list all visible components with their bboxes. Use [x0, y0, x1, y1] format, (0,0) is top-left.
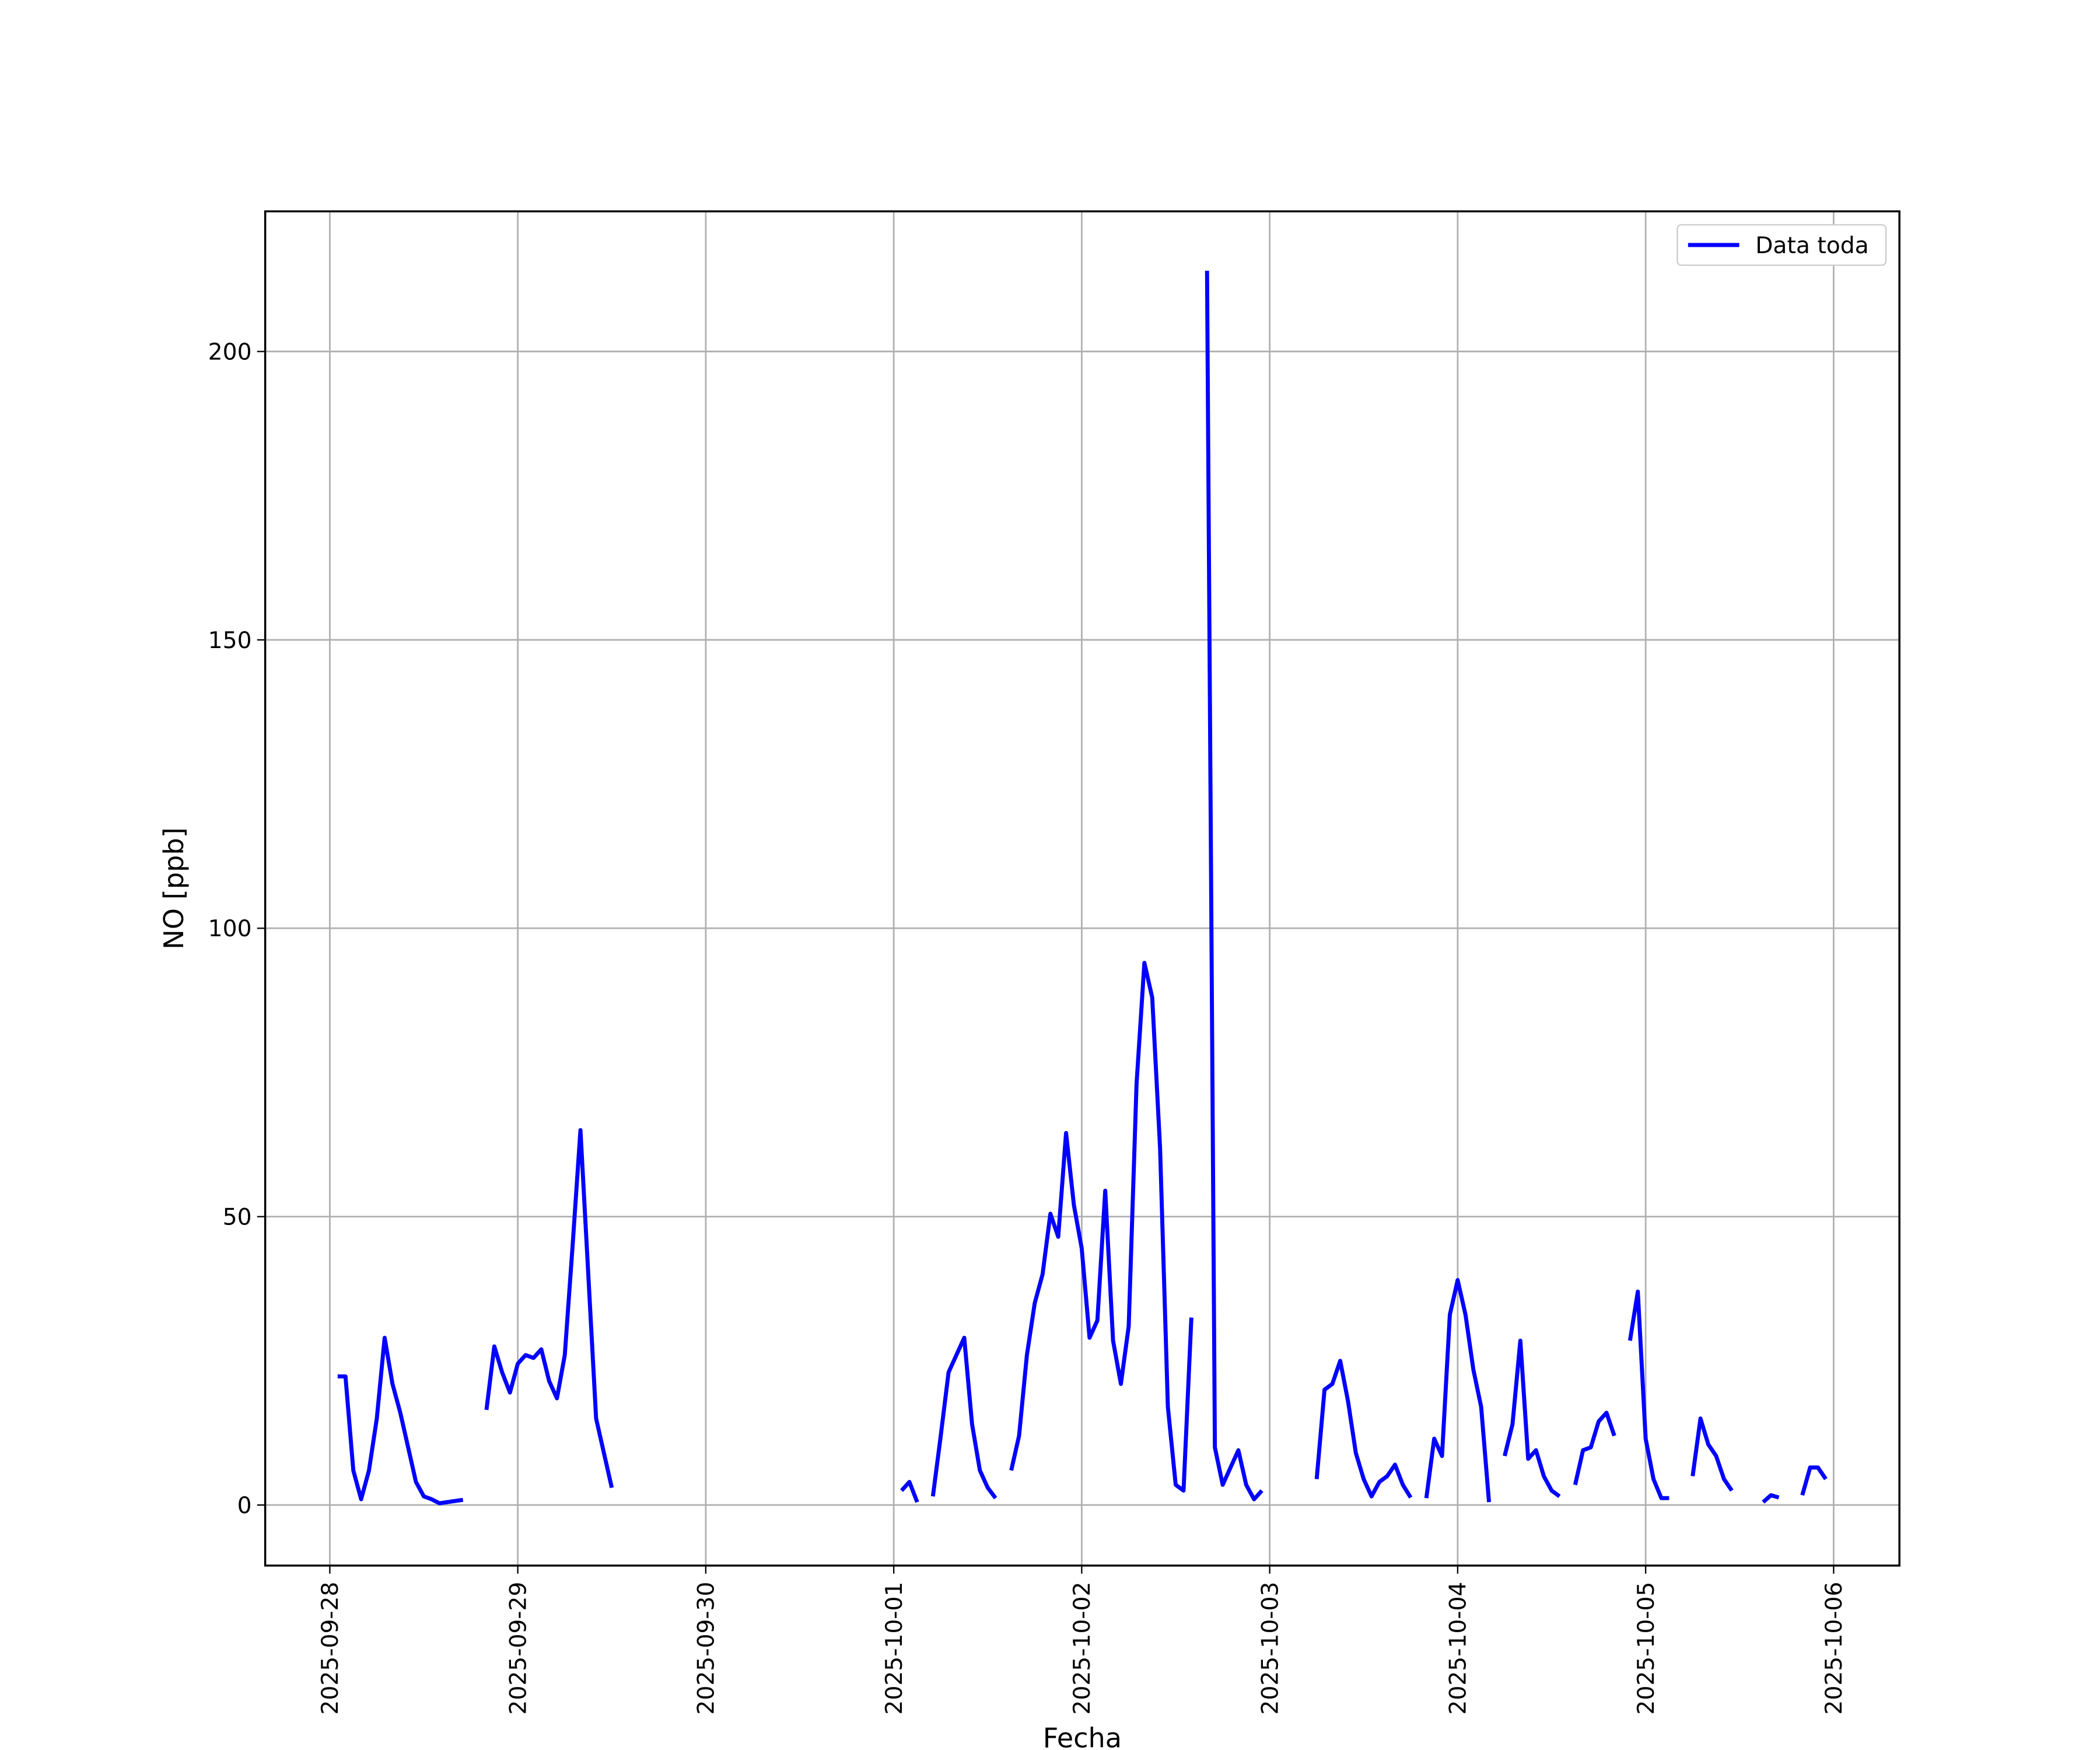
y-tick-label: 200 — [208, 339, 252, 365]
legend-box — [1676, 224, 1887, 266]
x-tick-label: 2025-09-28 — [317, 1582, 344, 1715]
x-axis-label: Fecha — [1043, 1722, 1122, 1750]
data-line — [337, 271, 1828, 1506]
plot-frame — [264, 210, 1901, 1567]
y-axis-label: NO [ppb] — [158, 827, 190, 949]
x-tick-label: 2025-09-30 — [694, 1582, 720, 1715]
y-tick-label: 100 — [208, 916, 252, 942]
y-tick-label: 50 — [223, 1205, 252, 1231]
x-tick-label: 2025-10-06 — [1821, 1582, 1847, 1715]
legend-label: Data toda — [1755, 233, 1868, 259]
x-tick-label: 2025-10-05 — [1633, 1582, 1660, 1715]
x-tick-label: 2025-10-04 — [1446, 1582, 1472, 1715]
y-tick-label: 0 — [237, 1493, 252, 1519]
y-tick-label: 150 — [208, 628, 252, 654]
x-tick-label: 2025-10-02 — [1069, 1582, 1096, 1715]
x-tick-label: 2025-10-03 — [1257, 1582, 1283, 1715]
x-tick-label: 2025-09-29 — [505, 1582, 531, 1715]
x-tick-label: 2025-10-01 — [881, 1582, 908, 1715]
